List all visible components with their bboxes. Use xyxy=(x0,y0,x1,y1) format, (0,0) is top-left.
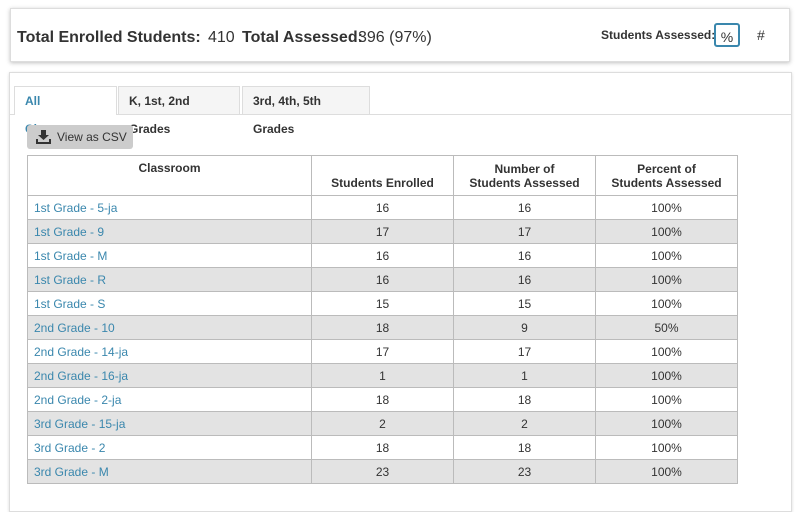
table-row: 2nd Grade - 10 18 9 50% xyxy=(27,315,738,340)
column-header: Classroom xyxy=(27,155,312,196)
cell: 18 xyxy=(311,435,454,460)
download-icon xyxy=(36,130,51,144)
tab[interactable]: All Classrooms xyxy=(14,86,117,136)
page: Total Enrolled Students: 410 Total Asses… xyxy=(9,8,792,512)
assessed-label: Total Assessed: xyxy=(242,29,363,46)
count-toggle[interactable]: # xyxy=(757,27,765,43)
table-row: 1st Grade - 5-ja 16 16 100% xyxy=(27,195,738,220)
cell: 100% xyxy=(595,435,738,460)
cell: 100% xyxy=(595,219,738,244)
header-line: Students Assessed xyxy=(469,176,580,190)
classroom-link[interactable]: 1st Grade - S xyxy=(27,291,312,316)
table-row: 3rd Grade - M 23 23 100% xyxy=(27,459,738,484)
classroom-link[interactable]: 2nd Grade - 2-ja xyxy=(27,387,312,412)
table-row: 2nd Grade - 2-ja 18 18 100% xyxy=(27,387,738,412)
classroom-link[interactable]: 2nd Grade - 16-ja xyxy=(27,363,312,388)
classroom-link[interactable]: 1st Grade - 9 xyxy=(27,219,312,244)
cell: 2 xyxy=(311,411,454,436)
table-row: 3rd Grade - 2 18 18 100% xyxy=(27,435,738,460)
cell: 16 xyxy=(311,195,454,220)
cell: 100% xyxy=(595,459,738,484)
cell: 18 xyxy=(453,387,596,412)
tab[interactable]: 3rd, 4th, 5th Grades xyxy=(242,86,370,136)
cell: 23 xyxy=(311,459,454,484)
cell: 100% xyxy=(595,339,738,364)
cell: 17 xyxy=(311,219,454,244)
csv-button[interactable]: View as CSV xyxy=(27,125,133,149)
percent-toggle[interactable]: % xyxy=(714,23,740,47)
data-table: Classroom Students Enrolled Number of Stude… xyxy=(27,155,738,484)
cell: 18 xyxy=(453,435,596,460)
cell: 100% xyxy=(595,387,738,412)
cell: 100% xyxy=(595,243,738,268)
header-line: Classroom xyxy=(138,161,201,175)
cell: 50% xyxy=(595,315,738,340)
toggle-label: Students Assessed: xyxy=(601,28,716,42)
classroom-link[interactable]: 1st Grade - M xyxy=(27,243,312,268)
classroom-link[interactable]: 2nd Grade - 10 xyxy=(27,315,312,340)
classroom-link[interactable]: 3rd Grade - 2 xyxy=(27,435,312,460)
table-row: 1st Grade - 9 17 17 100% xyxy=(27,219,738,244)
table-row: 1st Grade - M 16 16 100% xyxy=(27,243,738,268)
cell: 15 xyxy=(311,291,454,316)
cell: 17 xyxy=(453,219,596,244)
header-line: Number of xyxy=(494,162,555,176)
cell: 16 xyxy=(453,243,596,268)
enrolled-value: 410 xyxy=(208,29,235,46)
cell: 23 xyxy=(453,459,596,484)
cell: 1 xyxy=(311,363,454,388)
column-header: Students Enrolled xyxy=(311,155,454,196)
table-row: 3rd Grade - 15-ja 2 2 100% xyxy=(27,411,738,436)
cell: 9 xyxy=(453,315,596,340)
classroom-link[interactable]: 1st Grade - 5-ja xyxy=(27,195,312,220)
column-header: Number of Students Assessed xyxy=(453,155,596,196)
cell: 1 xyxy=(453,363,596,388)
header-line: Students Enrolled xyxy=(331,176,434,190)
classroom-link[interactable]: 1st Grade - R xyxy=(27,267,312,292)
assessed-value: 396 (97%) xyxy=(358,29,432,46)
table-row: 2nd Grade - 14-ja 17 17 100% xyxy=(27,339,738,364)
cell: 100% xyxy=(595,267,738,292)
classroom-link[interactable]: 3rd Grade - M xyxy=(27,459,312,484)
cell: 15 xyxy=(453,291,596,316)
classroom-link[interactable]: 3rd Grade - 15-ja xyxy=(27,411,312,436)
cell: 16 xyxy=(311,243,454,268)
table-row: 1st Grade - R 16 16 100% xyxy=(27,267,738,292)
cell: 16 xyxy=(453,195,596,220)
classroom-link[interactable]: 2nd Grade - 14-ja xyxy=(27,339,312,364)
panel: All Classrooms K, 1st, 2nd Grades 3rd, 4… xyxy=(9,72,792,512)
cell: 100% xyxy=(595,363,738,388)
cell: 17 xyxy=(453,339,596,364)
cell: 18 xyxy=(311,387,454,412)
cell: 16 xyxy=(311,267,454,292)
cell: 100% xyxy=(595,195,738,220)
cell: 100% xyxy=(595,291,738,316)
cell: 17 xyxy=(311,339,454,364)
column-header: Percent of Students Assessed xyxy=(595,155,738,196)
header-line: Percent of xyxy=(637,162,696,176)
header-line: Students Assessed xyxy=(611,176,722,190)
table-row: 2nd Grade - 16-ja 1 1 100% xyxy=(27,363,738,388)
cell: 18 xyxy=(311,315,454,340)
cell: 2 xyxy=(453,411,596,436)
enrolled-label: Total Enrolled Students: xyxy=(17,29,201,46)
summary-bar: Total Enrolled Students: 410 Total Asses… xyxy=(10,8,790,62)
tab[interactable]: K, 1st, 2nd Grades xyxy=(118,86,240,136)
table-row: 1st Grade - S 15 15 100% xyxy=(27,291,738,316)
cell: 100% xyxy=(595,411,738,436)
csv-label: View as CSV xyxy=(57,130,127,144)
cell: 16 xyxy=(453,267,596,292)
tab-divider xyxy=(10,114,791,115)
